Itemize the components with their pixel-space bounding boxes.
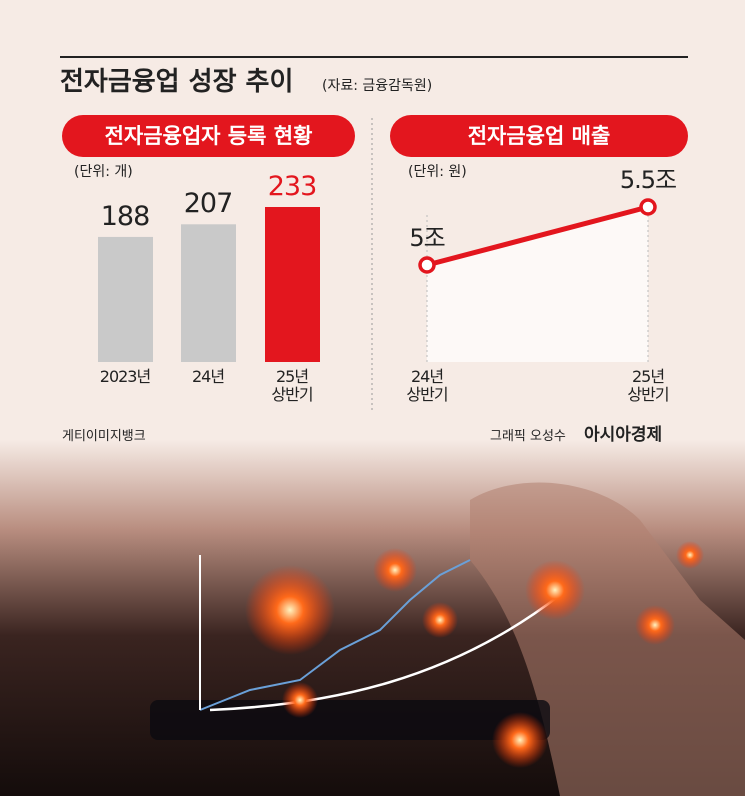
pill [62, 115, 355, 157]
photo-arrow [209, 594, 561, 712]
glow [525, 560, 585, 620]
glow [676, 541, 704, 569]
bar [265, 207, 320, 362]
value-label: 207 [183, 188, 234, 220]
glow [422, 602, 458, 638]
glow [635, 605, 675, 645]
point [418, 256, 436, 274]
category-label: 24년 상반기 [406, 367, 448, 405]
point [639, 198, 657, 216]
title: 전자금융업 성장 추이 [60, 67, 294, 97]
category-label: 2023년 [99, 367, 151, 386]
value-label: 233 [267, 171, 318, 202]
category-label: 25년 상반기 [271, 367, 313, 405]
value-label: 188 [100, 200, 151, 232]
pill [390, 115, 688, 157]
line [426, 204, 649, 268]
photo-line [199, 559, 471, 711]
panel-title: 전자금융업자 등록 현황 [104, 124, 313, 148]
graphic-credit: 그래픽 오성수 [490, 429, 566, 444]
phone [150, 700, 550, 740]
bar [98, 236, 153, 362]
unit: (단위: 개) [74, 164, 133, 180]
photo-credit: 게티이미지뱅크 [62, 429, 146, 444]
brand: 아시아경제 [584, 425, 663, 445]
glow [373, 548, 417, 592]
bar [181, 224, 236, 362]
hand [470, 482, 745, 796]
glows [245, 541, 704, 768]
glow [492, 712, 548, 768]
value-label: 5조 [409, 224, 445, 252]
value-label: 5.5조 [619, 166, 677, 194]
category-label: 25년 상반기 [627, 367, 669, 405]
category-label: 24년 [191, 367, 225, 386]
panel-title: 전자금융업 매출 [467, 124, 611, 148]
area [427, 207, 648, 362]
source: (자료: 금융감독원) [322, 78, 433, 94]
glow [245, 565, 335, 655]
unit: (단위: 원) [408, 164, 467, 180]
glow [282, 682, 318, 718]
